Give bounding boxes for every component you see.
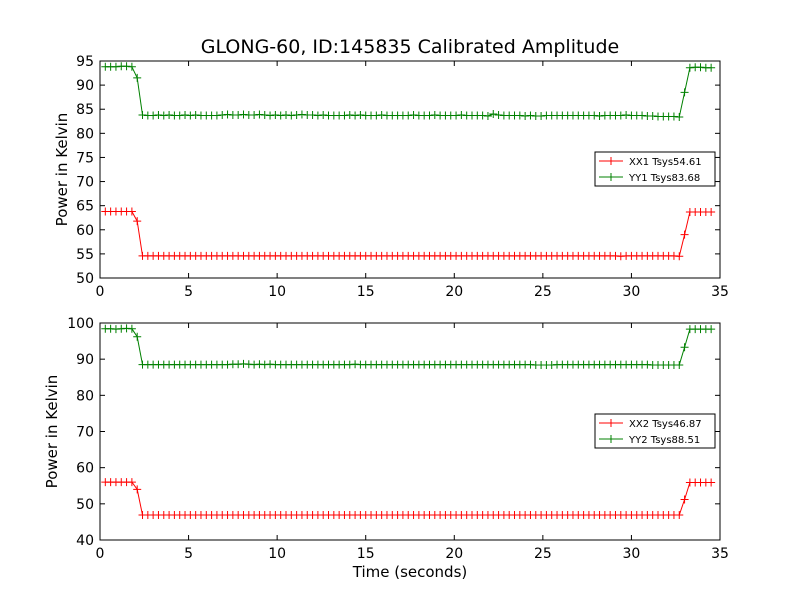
x-tick-label: 0 [96,546,105,562]
series-2 [101,324,716,369]
y-tick-label: 100 [67,316,94,332]
y-tick-label: 85 [76,102,94,118]
series-1 [101,207,716,261]
y-tick-label: 75 [76,150,94,166]
legend-box [594,151,716,187]
x-tick-label: 20 [445,284,463,300]
data-point [675,252,684,261]
data-point [127,62,136,71]
data-point [680,343,689,352]
series-2 [101,62,716,121]
x-tick-label: 20 [445,546,463,562]
y-tick-label: 50 [76,497,94,513]
y-tick-label: 80 [76,388,94,404]
y-tick-label: 55 [76,247,94,263]
legend-marker [607,419,615,427]
y-tick-label: 70 [76,425,94,441]
y-tick-label: 90 [76,352,94,368]
legend: XX1 Tsys54.61 YY1 Tsys83.68 [594,151,716,187]
data-point [680,495,689,504]
data-point [707,478,716,487]
x-tick-label: 25 [534,546,552,562]
data-point [127,324,136,333]
x-tick-label: 15 [357,284,375,300]
y-tick-label: 60 [76,223,94,239]
data-point [675,360,684,369]
y-tick-label: 70 [76,175,94,191]
x-axis-label: Time (seconds) [352,563,468,581]
top-panel: 0 5 10 15 20 25 30 35 50 55 60 65 70 75 80 85 90 95 Power … [53,54,729,300]
y-tick-label: 80 [76,126,94,142]
y-tick-label: 65 [76,199,94,215]
x-tick-label: 30 [623,546,641,562]
data-point [133,485,142,494]
plot-frame [99,60,721,279]
x-tick-label: 5 [184,546,193,562]
data-point [133,217,142,226]
bottom-panel: 0 5 10 15 20 25 30 35 40 50 60 70 80 90 100 Power in Ke… [43,316,729,581]
x-tick-label: 35 [711,284,729,300]
y-axis-label: Power in Kelvin [53,113,71,227]
data-point [133,332,142,341]
y-tick-label: 60 [76,461,94,477]
data-point [707,207,716,216]
data-point [127,478,136,487]
series-1 [101,478,716,520]
data-point [675,511,684,520]
data-point [489,110,498,119]
legend-box [594,413,716,449]
legend-label: YY2 Tsys88.51 [628,435,700,446]
legend-marker [607,435,615,443]
data-point [707,325,716,334]
x-tick-label: 15 [357,546,375,562]
x-tick-label: 10 [268,284,286,300]
y-tick-label: 95 [76,54,94,70]
data-point [680,88,689,97]
x-tick-label: 25 [534,284,552,300]
y-axis-label: Power in Kelvin [43,375,61,489]
x-tick-label: 35 [711,546,729,562]
x-tick-label: 10 [268,546,286,562]
legend-label: XX1 Tsys54.61 [629,157,702,168]
x-tick-label: 0 [96,284,105,300]
data-point [707,63,716,72]
data-point [675,112,684,121]
data-point [127,207,136,216]
x-tick-label: 5 [184,284,193,300]
legend-label: XX2 Tsys46.87 [629,419,702,430]
legend: XX2 Tsys46.87 YY2 Tsys88.51 [594,413,716,449]
chart-title: GLONG-60, ID:145835 Calibrated Amplitude [201,36,619,58]
data-point [133,73,142,82]
y-tick-label: 50 [76,271,94,287]
data-point [680,230,689,239]
x-tick-label: 30 [623,284,641,300]
legend-marker [607,173,615,181]
legend-label: YY1 Tsys83.68 [628,173,700,184]
y-tick-label: 90 [76,78,94,94]
legend-marker [607,157,615,165]
data-point [483,111,492,120]
y-tick-label: 40 [76,533,94,549]
